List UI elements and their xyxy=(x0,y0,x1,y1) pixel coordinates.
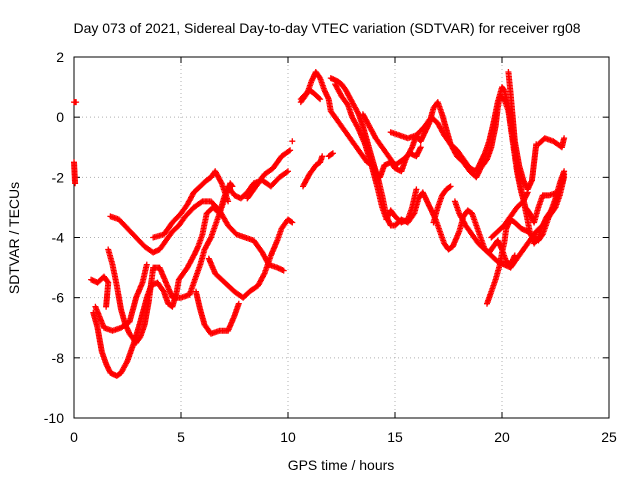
series-24 xyxy=(505,69,540,193)
y-tick-label: -8 xyxy=(52,350,65,366)
series-6 xyxy=(107,198,287,274)
y-tick-label: -4 xyxy=(52,230,65,246)
data-point xyxy=(528,178,535,185)
data-point xyxy=(446,184,453,191)
data-point xyxy=(207,235,214,242)
data-point xyxy=(73,99,80,106)
chart-title: Day 073 of 2021, Sidereal Day-to-day VTE… xyxy=(73,20,580,36)
data-point xyxy=(328,151,335,157)
series-9 xyxy=(193,288,242,337)
data-point xyxy=(561,135,568,142)
series-10 xyxy=(244,147,294,202)
data-point xyxy=(285,148,292,155)
y-tick-label: -2 xyxy=(52,169,65,185)
axis-ticks: 0 5 10 15 20 25 -10 -8 -6 -4 -2 0 2 xyxy=(44,49,617,445)
data-points xyxy=(71,69,568,379)
series-18 xyxy=(359,111,424,169)
series-23 xyxy=(488,189,531,241)
series-12 xyxy=(300,153,326,190)
x-tick-label: 5 xyxy=(177,429,185,445)
data-point xyxy=(316,95,322,102)
data-point xyxy=(103,303,110,310)
y-axis-label: SDTVAR / TECUs xyxy=(6,182,22,294)
series-5 xyxy=(92,261,150,334)
data-point xyxy=(280,267,287,274)
series-3 xyxy=(90,168,291,379)
data-point xyxy=(229,183,236,190)
series-11 xyxy=(289,138,296,145)
data-point xyxy=(289,219,296,226)
data-point xyxy=(413,186,420,193)
data-point xyxy=(285,168,291,175)
data-point xyxy=(319,153,326,160)
series-25 xyxy=(535,135,568,151)
x-tick-label: 0 xyxy=(70,429,78,445)
series-7 xyxy=(150,168,232,241)
y-tick-label: 2 xyxy=(56,49,64,65)
data-point xyxy=(317,96,324,103)
y-tick-label: -10 xyxy=(44,410,64,426)
data-point xyxy=(408,145,415,152)
x-axis-label: GPS time / hours xyxy=(288,457,395,473)
data-point xyxy=(287,147,294,154)
series-0 xyxy=(71,99,80,106)
x-tick-label: 10 xyxy=(280,429,296,445)
x-tick-label: 20 xyxy=(494,429,510,445)
data-point xyxy=(217,179,224,185)
data-point xyxy=(417,144,424,151)
data-point xyxy=(228,182,235,189)
data-point xyxy=(72,180,79,187)
data-point xyxy=(447,183,454,190)
y-tick-label: -6 xyxy=(52,290,65,306)
series-2 xyxy=(88,273,112,310)
data-point xyxy=(289,138,296,145)
data-point xyxy=(260,271,267,278)
series-1 xyxy=(71,159,79,187)
data-point xyxy=(143,261,150,268)
data-point xyxy=(283,169,290,176)
data-point xyxy=(288,218,295,225)
data-point xyxy=(225,198,232,205)
series-8 xyxy=(205,216,296,301)
data-point xyxy=(354,124,361,131)
x-tick-label: 25 xyxy=(601,429,617,445)
data-point xyxy=(325,94,331,101)
series-17 xyxy=(332,81,420,226)
data-point xyxy=(235,300,242,307)
series-20 xyxy=(430,183,454,226)
data-point xyxy=(561,168,568,175)
x-tick-label: 15 xyxy=(387,429,403,445)
series-15 xyxy=(297,87,324,103)
data-point xyxy=(329,150,336,157)
series-13 xyxy=(325,150,336,160)
y-tick-label: 0 xyxy=(56,109,64,125)
